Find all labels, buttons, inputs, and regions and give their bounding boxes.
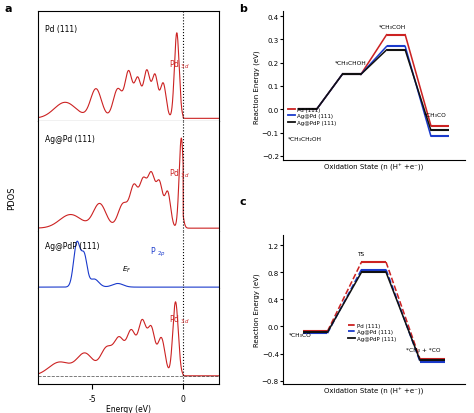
Text: a: a <box>5 5 12 14</box>
Text: *CH₃CO: *CH₃CO <box>289 332 311 337</box>
Y-axis label: Reaction Energy (eV): Reaction Energy (eV) <box>254 50 260 123</box>
Text: b: b <box>239 5 247 14</box>
Text: Pd $_{3d}$: Pd $_{3d}$ <box>169 313 190 325</box>
Text: c: c <box>239 197 246 206</box>
Text: Ag@Pd (111): Ag@Pd (111) <box>45 134 95 143</box>
Text: PDOS: PDOS <box>7 187 16 210</box>
Text: Pd $_{3d}$: Pd $_{3d}$ <box>169 58 190 71</box>
Text: $E_F$: $E_F$ <box>122 264 132 274</box>
X-axis label: Oxidation State (n (H⁺ +e⁻)): Oxidation State (n (H⁺ +e⁻)) <box>324 164 423 171</box>
Text: Ag@PdP (111): Ag@PdP (111) <box>45 241 100 250</box>
Legend: Pd (111), Ag@Pd (111), Ag@PdP (111): Pd (111), Ag@Pd (111), Ag@PdP (111) <box>346 321 398 343</box>
Y-axis label: Reaction Energy (eV): Reaction Energy (eV) <box>254 273 260 347</box>
Text: Pd (111): Pd (111) <box>45 25 77 34</box>
Text: *CH₃CH₂OH: *CH₃CH₂OH <box>287 136 321 141</box>
Text: TS: TS <box>357 252 365 256</box>
Text: *CH₃CO: *CH₃CO <box>423 113 446 118</box>
Text: Pd $_{3d}$: Pd $_{3d}$ <box>169 167 190 180</box>
Text: *CH₃ + *CO: *CH₃ + *CO <box>406 347 440 351</box>
X-axis label: Oxidation State (n (H⁺ +e⁻)): Oxidation State (n (H⁺ +e⁻)) <box>324 387 423 394</box>
Legend: Pd (111), Ag@Pd (111), Ag@PdP (111): Pd (111), Ag@Pd (111), Ag@PdP (111) <box>286 105 338 128</box>
Text: *CH₃CHOH: *CH₃CHOH <box>335 61 366 66</box>
Text: *CH₃COH: *CH₃COH <box>379 25 406 30</box>
X-axis label: Energy (eV): Energy (eV) <box>106 404 151 413</box>
Text: P $_{2p}$: P $_{2p}$ <box>150 245 166 259</box>
